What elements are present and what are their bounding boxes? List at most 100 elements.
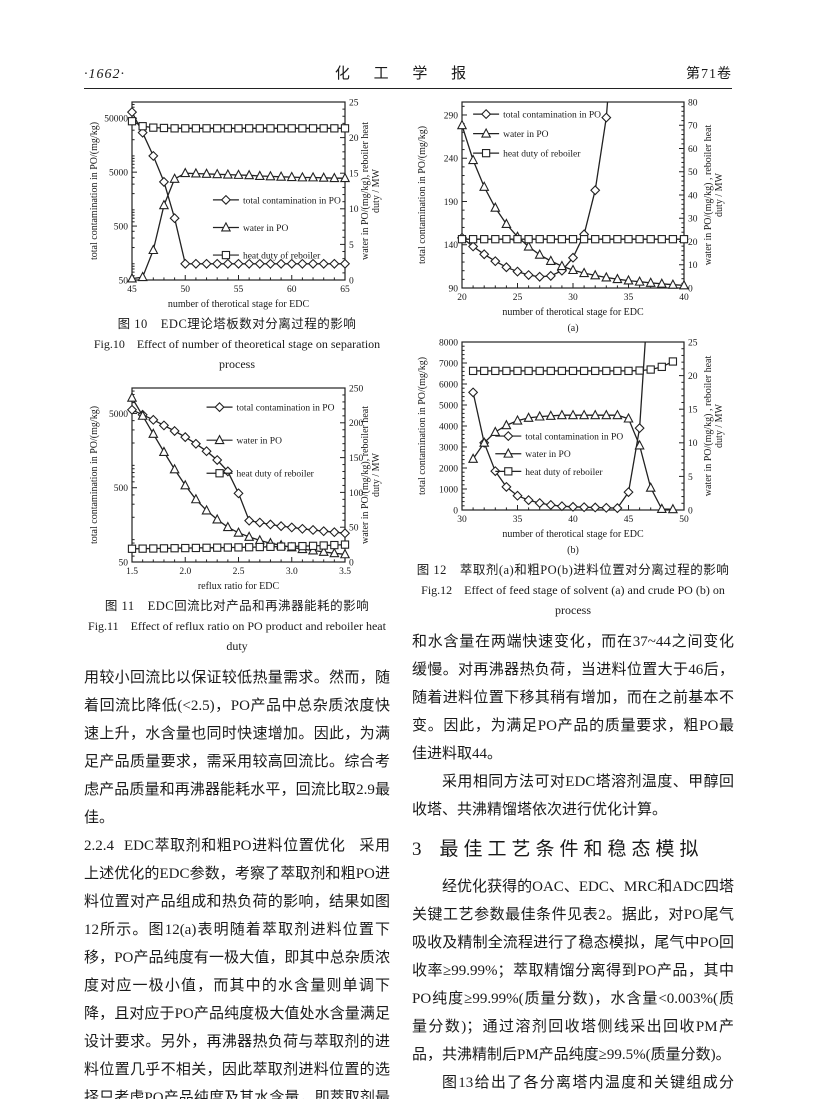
svg-text:7000: 7000 [439, 359, 458, 369]
svg-text:10: 10 [349, 205, 359, 215]
svg-text:3.5: 3.5 [339, 567, 351, 577]
svg-text:200: 200 [349, 419, 364, 429]
svg-text:5: 5 [688, 473, 693, 483]
svg-text:0: 0 [349, 276, 354, 286]
paragraph: 和水含量在两端快速变化，而在37~44之间变化缓慢。对再沸器热负荷，当进料位置大… [412, 634, 734, 762]
svg-text:140: 140 [444, 241, 459, 251]
svg-text:heat duty of reboiler: heat duty of reboiler [242, 250, 320, 261]
svg-text:20: 20 [688, 372, 698, 382]
svg-text:water in PO/(mg/kg), reboiler: water in PO/(mg/kg), reboiler heat [360, 406, 371, 544]
svg-text:duty / MW: duty / MW [714, 172, 725, 216]
svg-text:5000: 5000 [439, 401, 458, 411]
svg-text:100: 100 [349, 489, 364, 499]
two-column-layout: 45 50 55 60 65 50 500 5000 50000 0 5 10 15 20 25 number… [84, 96, 734, 1099]
svg-text:30: 30 [688, 215, 698, 225]
svg-text:number of therotical stage for: number of therotical stage for EDC [167, 299, 309, 310]
svg-text:3.0: 3.0 [285, 567, 297, 577]
svg-text:50: 50 [688, 168, 698, 178]
svg-text:65: 65 [340, 285, 350, 295]
svg-text:190: 190 [444, 198, 459, 208]
svg-text:1.5: 1.5 [126, 567, 138, 577]
svg-text:0: 0 [688, 506, 693, 516]
svg-text:5000: 5000 [109, 410, 128, 420]
svg-text:number of therotical stage for: number of therotical stage for EDC [502, 529, 644, 540]
section-3-heading: 3 最佳工艺条件和稳态模拟 [412, 837, 734, 863]
svg-text:total contamination in PO/(mg/: total contamination in PO/(mg/kg) [89, 406, 100, 544]
fig11-caption-en: Fig.11 Effect of reflux ratio on PO prod… [88, 619, 386, 653]
svg-text:total contamination in PO/(mg/: total contamination in PO/(mg/kg) [89, 122, 100, 260]
svg-text:80: 80 [688, 98, 698, 108]
svg-text:45: 45 [127, 285, 137, 295]
svg-text:reflux ratio for EDC: reflux ratio for EDC [197, 581, 279, 592]
svg-text:25: 25 [349, 98, 359, 108]
figure-12b: 30 35 40 45 50 0 1000 2000 3000 4000 5000 6000 7000 8… [412, 336, 734, 620]
fig12-caption-zh: 图 12 萃取剂(a)和粗PO(b)进料位置对分离过程的影响 [416, 563, 730, 577]
page-header: ·1662· 化 工 学 报 第71卷 [84, 62, 732, 89]
svg-text:water in PO/(mg/kg), reboiler: water in PO/(mg/kg), reboiler heat [360, 122, 371, 260]
svg-text:90: 90 [449, 284, 459, 294]
svg-text:5: 5 [349, 241, 354, 251]
fig11-caption: 图 11 EDC回流比对产品和再沸器能耗的影响 Fig.11 Effect of… [88, 596, 386, 656]
svg-text:35: 35 [624, 293, 634, 303]
svg-text:total contamination in PO: total contamination in PO [236, 404, 334, 414]
svg-text:60: 60 [287, 285, 297, 295]
svg-text:55: 55 [233, 285, 243, 295]
svg-text:50: 50 [349, 524, 359, 534]
section-title: EDC萃取剂和粗PO进料位置优化 [124, 838, 346, 854]
svg-text:10: 10 [688, 261, 698, 271]
figure-12a: 20 25 30 35 40 90 140 190 240 290 0 10 20 30 40 50 60 70 8… [412, 96, 734, 336]
svg-text:20: 20 [457, 293, 467, 303]
svg-text:40: 40 [679, 293, 689, 303]
fig12a-chart: 20 25 30 35 40 90 140 190 240 290 0 10 20 30 40 50 60 70 8… [412, 96, 734, 336]
svg-text:2.5: 2.5 [232, 567, 244, 577]
svg-text:30: 30 [457, 515, 467, 525]
svg-text:40: 40 [688, 191, 698, 201]
svg-text:3000: 3000 [439, 443, 458, 453]
svg-text:heat duty of reboiler: heat duty of reboiler [236, 469, 314, 480]
fig12-caption: 图 12 萃取剂(a)和粗PO(b)进料位置对分离过程的影响 Fig.12 Ef… [416, 560, 730, 620]
svg-text:50: 50 [118, 276, 128, 286]
fig10-caption-zh: 图 10 EDC理论塔板数对分离过程的影响 [117, 317, 357, 331]
right-column: 20 25 30 35 40 90 140 190 240 290 0 10 20 30 40 50 60 70 8… [412, 96, 734, 1099]
svg-text:(b): (b) [567, 545, 579, 556]
section-number: 2.2.4 [84, 838, 114, 854]
svg-text:duty / MW: duty / MW [714, 403, 725, 447]
svg-text:0: 0 [349, 558, 354, 568]
svg-text:water in PO: water in PO [242, 224, 288, 234]
svg-text:water in PO: water in PO [503, 130, 549, 140]
svg-text:250: 250 [349, 384, 364, 394]
svg-text:duty / MW: duty / MW [371, 168, 382, 212]
svg-text:heat duty of reboiler: heat duty of reboiler [503, 149, 581, 160]
paragraph: 用较小回流比以保证较低热量需求。然而，随着回流比降低(<2.5)，PO产品中总杂… [84, 670, 390, 826]
svg-text:50: 50 [118, 558, 128, 568]
page-number: ·1662· [84, 67, 125, 82]
fig12b-chart: 30 35 40 45 50 0 1000 2000 3000 4000 5000 6000 7000 8… [412, 336, 734, 558]
svg-text:35: 35 [513, 515, 523, 525]
paragraph: 采用相同方法可对EDC塔溶剂温度、甲醇回收塔、共沸精馏塔依次进行优化计算。 [412, 774, 734, 818]
fig11-chart: 1.5 2.0 2.5 3.0 3.5 50 500 5000 0 50 100 150 200 250 r… [84, 382, 390, 594]
svg-text:total contamination in PO/(mg/: total contamination in PO/(mg/kg) [417, 357, 428, 495]
svg-text:water in PO: water in PO [525, 450, 571, 460]
paragraph: 经优化获得的OAC、EDC、MRC和ADC四塔关键工艺参数最佳条件见表2。据此，… [412, 879, 734, 1063]
svg-text:30: 30 [568, 293, 578, 303]
svg-text:290: 290 [444, 111, 459, 121]
paragraph-with-runin-heading: 2.2.4 EDC萃取剂和粗PO进料位置优化 采用上述优化的EDC参数，考察了萃取剂… [84, 832, 390, 1099]
fig10-caption-en: Fig.10 Effect of number of theoretical s… [93, 337, 381, 371]
svg-text:total contamination in PO/(mg/: total contamination in PO/(mg/kg) [417, 126, 428, 264]
svg-text:50: 50 [180, 285, 190, 295]
svg-text:500: 500 [113, 222, 128, 232]
svg-text:total contamination in PO: total contamination in PO [525, 432, 623, 442]
fig12-caption-en: Fig.12 Effect of feed stage of solvent (… [421, 583, 725, 617]
svg-text:25: 25 [513, 293, 523, 303]
figure-11: 1.5 2.0 2.5 3.0 3.5 50 500 5000 0 50 100 150 200 250 r… [84, 382, 390, 656]
svg-text:150: 150 [349, 454, 364, 464]
svg-text:water in PO/(mg/kg) , reboiler: water in PO/(mg/kg) , reboiler heat [703, 356, 714, 497]
svg-text:6000: 6000 [439, 380, 458, 390]
paragraph: 图13给出了各分离塔内温度和关键组成分布。在OAC中，随着MeOH溶剂对尾气中P… [442, 1075, 734, 1091]
right-body-text: 和水含量在两端快速变化，而在37~44之间变化缓慢。对再沸器热负荷，当进料位置大… [412, 628, 734, 1099]
svg-text:2.0: 2.0 [179, 567, 191, 577]
svg-text:500: 500 [113, 484, 128, 494]
svg-text:1000: 1000 [439, 485, 458, 495]
svg-text:(a): (a) [567, 323, 578, 334]
svg-text:25: 25 [688, 338, 698, 348]
